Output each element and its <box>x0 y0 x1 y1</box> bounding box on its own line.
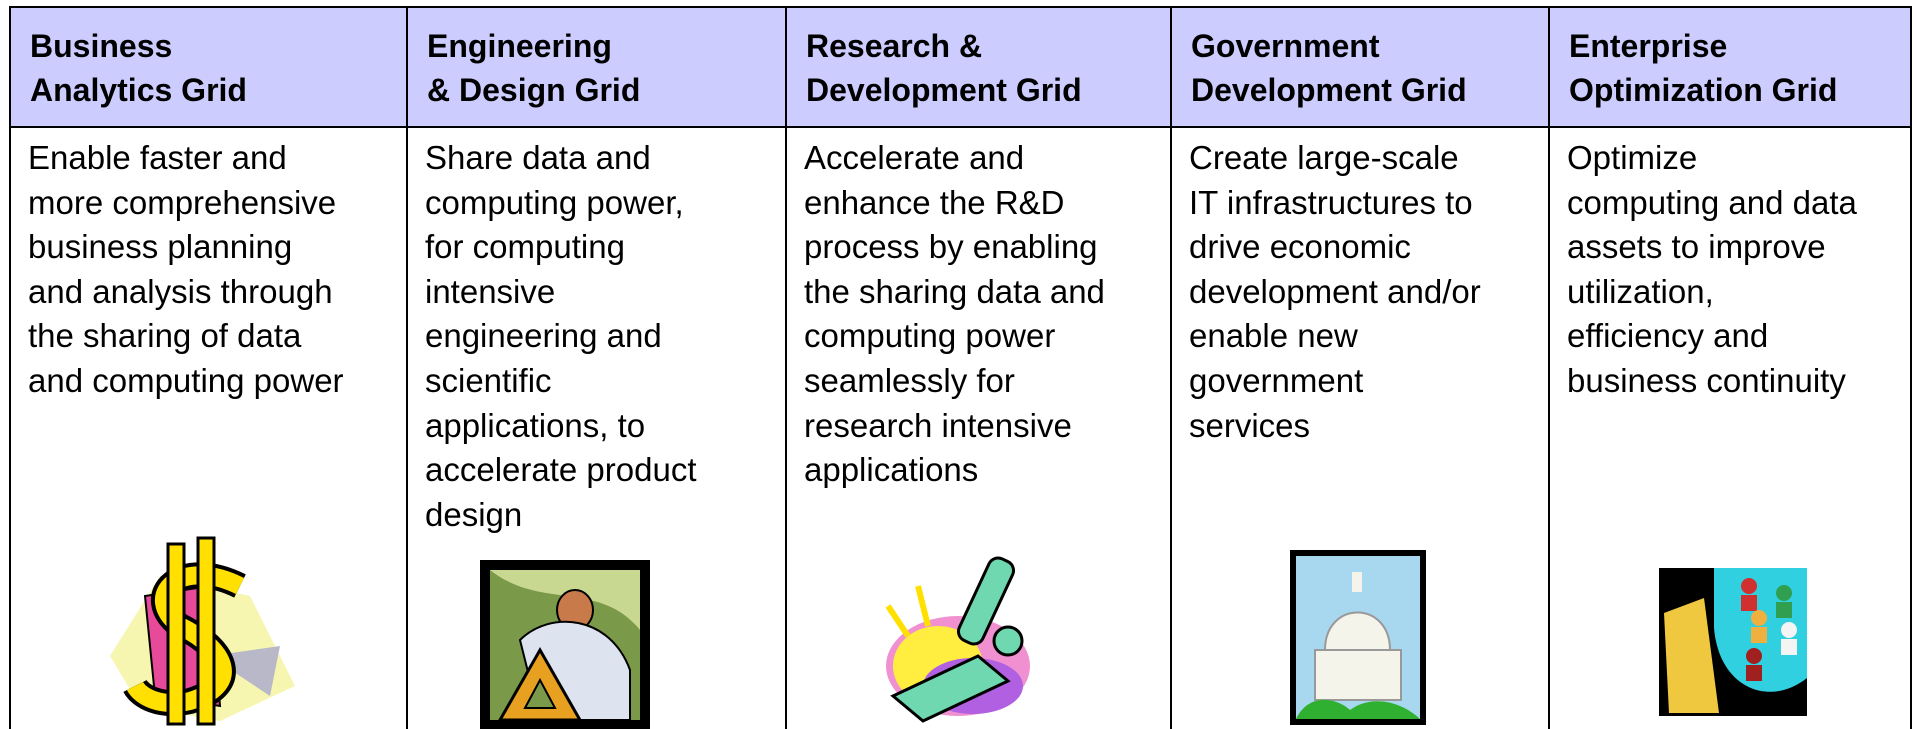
column-body: Share data and computing power, for comput… <box>408 128 785 537</box>
header-line: Government <box>1191 28 1380 64</box>
description-line: accelerate product <box>425 451 697 489</box>
description-line: Share data and <box>425 139 651 176</box>
description-line: Enable faster and <box>28 139 287 176</box>
description-line: and computing power <box>28 361 344 399</box>
description-line: computing and data <box>1567 183 1857 221</box>
description-line: for computing <box>425 228 625 266</box>
description-line: the sharing of data <box>28 317 302 355</box>
description-line: applications <box>804 451 979 489</box>
grid-column: Research & Development Grid Accelerate and… <box>785 6 1172 729</box>
description-line: development and/or <box>1189 272 1481 310</box>
grid-column: Government Development Grid Create large-s… <box>1170 6 1550 729</box>
column-header: Engineering & Design Grid <box>408 8 785 128</box>
description-line: IT infrastructures to <box>1189 183 1473 221</box>
description-line: applications, to <box>425 406 646 444</box>
description-line: more comprehensive <box>28 183 337 221</box>
description-line: business continuity <box>1567 361 1846 399</box>
description-line: drive economic <box>1189 228 1411 266</box>
header-line: & Design Grid <box>427 72 641 108</box>
description-line: Create large-scale <box>1189 139 1459 176</box>
description-line: business planning <box>28 228 293 266</box>
description-line: intensive <box>425 272 556 310</box>
header-line: Research & <box>806 28 983 64</box>
column-header: Research & Development Grid <box>787 8 1170 128</box>
description-line: Accelerate and <box>804 139 1025 176</box>
capitol-illustration <box>1290 550 1426 725</box>
column-body: Enable faster and more comprehensive busin… <box>11 128 406 404</box>
description-line: engineering and <box>425 317 662 355</box>
description-line: services <box>1189 406 1311 444</box>
description-line: enable new <box>1189 317 1358 355</box>
engineering-illustration <box>480 560 650 729</box>
column-body: Create large-scale IT infrastructures to d… <box>1172 128 1548 448</box>
description-line: and analysis through <box>28 272 333 310</box>
description-line: assets to improve <box>1567 228 1826 266</box>
description-line: seamlessly for <box>804 361 1015 399</box>
description-line: utilization, <box>1567 272 1714 310</box>
column-header: Government Development Grid <box>1172 8 1548 128</box>
description-line: scientific <box>425 361 552 399</box>
header-line: Analytics Grid <box>30 72 247 108</box>
microscope-illustration <box>885 556 1030 723</box>
dollar-illustration <box>110 536 295 726</box>
enterprise-illustration <box>1659 568 1807 716</box>
description-line: computing power, <box>425 183 684 221</box>
description-line: research intensive <box>804 406 1072 444</box>
column-body: Optimize computing and data assets to impr… <box>1550 128 1910 404</box>
column-header: Business Analytics Grid <box>11 8 406 128</box>
header-line: Engineering <box>427 28 612 64</box>
description-line: design <box>425 495 523 533</box>
grid-column: Business Analytics Grid Enable faster and m… <box>9 6 408 729</box>
description-line: enhance the R&D <box>804 183 1065 221</box>
header-line: Development Grid <box>1191 72 1467 108</box>
description-line: computing power <box>804 317 1056 355</box>
description-line: process by enabling <box>804 228 1098 266</box>
header-line: Optimization Grid <box>1569 72 1838 108</box>
column-header: Enterprise Optimization Grid <box>1550 8 1910 128</box>
header-line: Business <box>30 28 173 64</box>
header-line: Development Grid <box>806 72 1082 108</box>
column-body: Accelerate and enhance the R&D process by … <box>787 128 1170 493</box>
description-line: efficiency and <box>1567 317 1769 355</box>
description-line: the sharing data and <box>804 272 1105 310</box>
grid-column: Enterprise Optimization Grid Optimize compu… <box>1548 6 1912 729</box>
description-line: Optimize <box>1567 139 1698 176</box>
header-line: Enterprise <box>1569 28 1728 64</box>
description-line: government <box>1189 361 1364 399</box>
